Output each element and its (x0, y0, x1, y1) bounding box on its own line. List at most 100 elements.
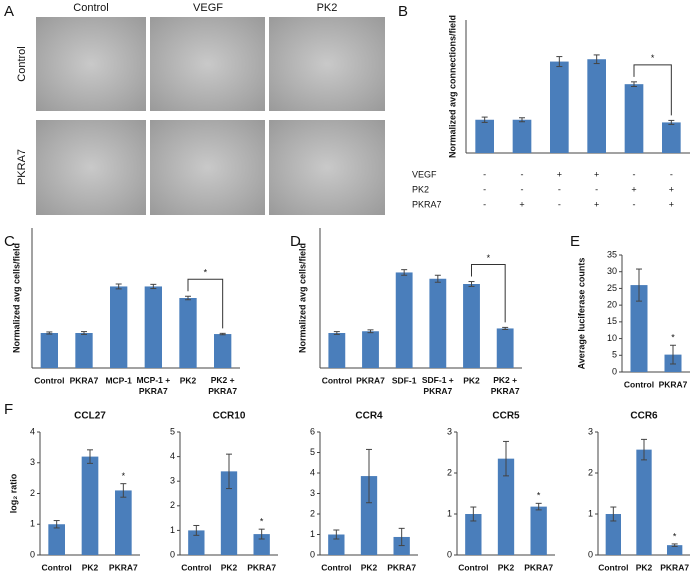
bar (463, 284, 480, 368)
significance-marker: * (537, 491, 541, 501)
table-sign: - (633, 199, 636, 209)
bar (75, 333, 93, 368)
table-sign: - (483, 184, 486, 194)
micrograph-grid (36, 17, 385, 215)
bar (40, 333, 58, 368)
significance-marker: * (204, 268, 208, 278)
y-tick-label: 10 (607, 333, 617, 343)
chart-title: CCL27 (74, 411, 106, 422)
bar (188, 530, 205, 555)
chart-title: CCR4 (355, 411, 383, 422)
table-sign: + (519, 199, 524, 209)
y-tick-label: 3 (310, 488, 315, 498)
significance-marker: * (673, 531, 677, 541)
x-tick-label: Control (598, 562, 628, 572)
x-tick-label: PKRA7 (387, 562, 416, 572)
bar (496, 328, 514, 368)
bar (497, 458, 515, 555)
y-tick-label: 30 (607, 266, 617, 276)
table-sign: - (558, 184, 561, 194)
y-tick-label: 2 (447, 467, 452, 477)
significance-marker: * (671, 333, 675, 343)
y-axis-label: log₂ ratio (8, 473, 18, 513)
panel-letter: E (570, 233, 580, 250)
y-tick-label: 20 (607, 300, 617, 310)
micrograph (150, 17, 265, 111)
significance-marker: * (487, 253, 491, 263)
bar (328, 333, 346, 368)
x-tick-label: PK2 + PKRA7 (491, 375, 520, 396)
table-sign: - (483, 199, 486, 209)
y-tick-label: 1 (588, 508, 593, 518)
bar (360, 476, 378, 555)
table-row-label: PKRA7 (412, 199, 442, 209)
x-tick-label: PK2 (82, 562, 99, 572)
x-tick-label: Control (42, 562, 72, 572)
y-tick-label: 0 (447, 549, 452, 559)
y-axis-label: Normalized avg cells/field (11, 243, 21, 353)
y-tick-label: 35 (607, 249, 617, 259)
x-tick-label: MCP-1 (105, 375, 132, 385)
chart-title: CCR5 (492, 411, 520, 422)
y-tick-label: 2 (170, 500, 175, 510)
bar (429, 278, 447, 368)
table-sign: - (633, 169, 636, 179)
x-tick-label: PKRA7 (524, 562, 553, 572)
bar (587, 59, 606, 153)
bar (220, 471, 238, 555)
x-tick-label: Control (458, 562, 488, 572)
bar (475, 119, 494, 153)
bar (662, 122, 681, 153)
y-tick-label: 15 (607, 316, 617, 326)
table-sign: - (521, 169, 524, 179)
x-tick-label: MCP-1 + PKRA7 (136, 375, 170, 396)
y-axis-label: Normalized avg connections/field (447, 15, 457, 158)
y-tick-label: 2 (588, 467, 593, 477)
table-sign: - (483, 169, 486, 179)
significance-marker: * (122, 471, 126, 481)
y-tick-label: 1 (447, 508, 452, 518)
y-tick-label: 0 (612, 366, 617, 376)
panel-letter: B (398, 3, 408, 20)
y-tick-label: 5 (170, 426, 175, 436)
table-row-label: VEGF (412, 169, 437, 179)
table-sign: - (521, 184, 524, 194)
y-tick-label: 3 (447, 426, 452, 436)
bar (465, 514, 482, 555)
x-tick-label: Control (181, 562, 211, 572)
bar (636, 449, 652, 555)
panel-letter: C (4, 233, 15, 250)
y-tick-label: 3 (588, 426, 593, 436)
column-label: PK2 (317, 2, 338, 14)
y-tick-label: 0 (30, 549, 35, 559)
significance-marker: * (651, 53, 655, 63)
bar (48, 524, 65, 555)
x-tick-label: PK2 (498, 562, 515, 572)
bar (630, 285, 648, 372)
table-sign: - (558, 199, 561, 209)
table-row-label: PK2 (412, 184, 429, 194)
x-tick-label: PK2 (361, 562, 378, 572)
table-sign: + (594, 199, 599, 209)
panel-letter: F (4, 401, 13, 418)
micrograph (36, 17, 146, 111)
y-axis-label: Average luciferase counts (576, 258, 586, 370)
x-tick-label: Control (321, 562, 351, 572)
x-tick-label: PKRA7 (247, 562, 276, 572)
table-sign: - (670, 169, 673, 179)
bar (512, 119, 532, 153)
significance-bracket (471, 264, 506, 323)
y-tick-label: 1 (30, 519, 35, 529)
row-label: PKRA7 (16, 149, 28, 185)
bar (530, 506, 547, 555)
y-tick-label: 3 (30, 457, 35, 467)
y-tick-label: 25 (607, 283, 617, 293)
table-sign: + (594, 169, 599, 179)
x-tick-label: PK2 (463, 375, 480, 385)
y-tick-label: 4 (310, 467, 315, 477)
significance-marker: * (260, 517, 264, 527)
table-sign: + (631, 184, 636, 194)
y-tick-label: 4 (170, 451, 175, 461)
bar (362, 331, 379, 368)
